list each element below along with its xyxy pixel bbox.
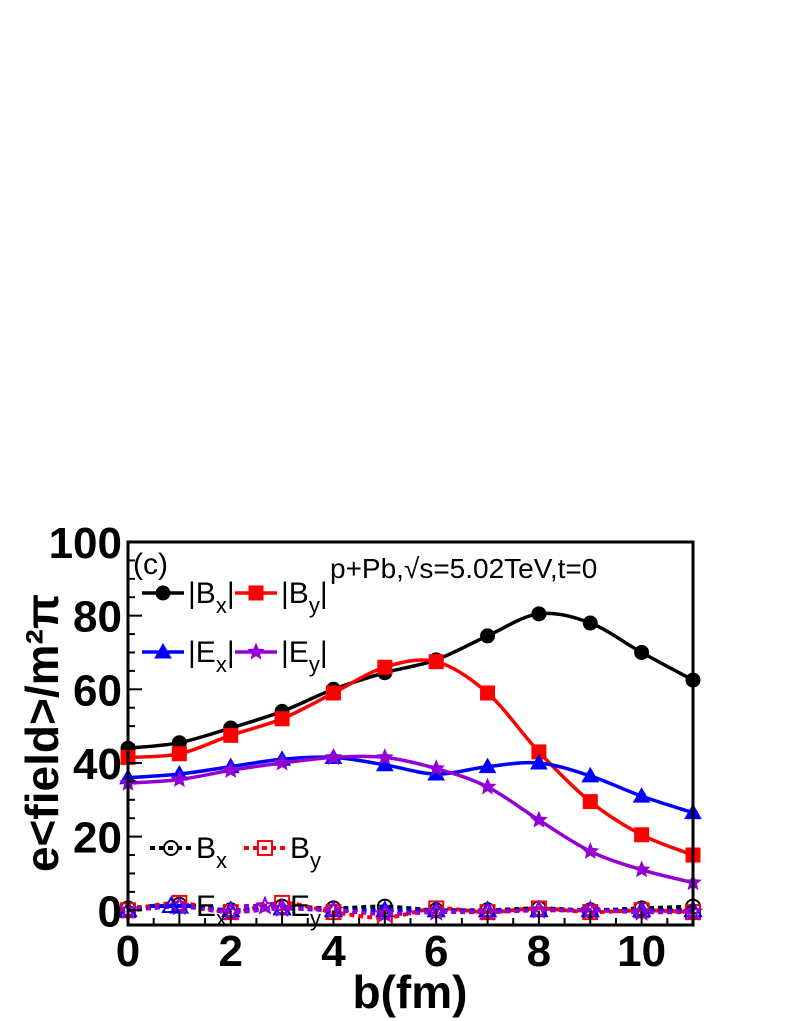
legend-marker [155,585,171,601]
ticks-layer [127,541,694,925]
point-by-abs [480,685,496,701]
x-tick-label: 2 [218,927,242,976]
y-axis-title: e<field>/m²π [16,594,68,872]
point-by-abs [428,654,444,670]
point-ex-abs [478,757,497,774]
y-tick-label: 0 [98,887,122,936]
legend-item-bx-dashed: Bx [150,832,227,873]
point-ex-abs [530,753,548,770]
point-ey-abs [632,860,651,878]
series-line-ey-dashed [127,904,694,917]
point-by-abs [582,794,598,810]
legend-label: |Ex| [188,636,235,677]
x-tick-label: 10 [617,927,666,976]
point-ex-abs [632,787,651,803]
legend-marker [254,895,276,915]
point-by-abs [377,659,393,675]
series-line-by-abs [127,658,694,857]
legend-item-ex-dashed: Ex [150,890,227,931]
x-tick-label: 0 [116,927,140,976]
series-bx-abs [120,606,701,756]
legend-marker [163,840,179,856]
point-by-abs [223,727,239,743]
point-ey-abs [221,760,240,778]
legend-label: |By| [281,577,328,618]
series-line-ex-abs [127,755,694,815]
point-bx-abs [480,628,496,644]
y-tick-label: 40 [73,740,122,789]
point-ex-abs [581,766,600,783]
point-by-abs [325,685,341,701]
legend-label: Bx [196,832,227,873]
legend-label: Ey [290,890,321,931]
legend-label: |Bx| [188,577,235,618]
series-layer [117,606,704,926]
series-line-ex-dashed [127,904,693,913]
x-tick-label: 6 [424,927,448,976]
legend-marker [248,585,264,601]
legend-item-ex-abs: |Ex| [142,636,235,677]
legend: |Bx| |By| |Ex| |Ey| Bx By Ex Ey [142,577,328,931]
point-by-abs [171,746,187,762]
legend-marker [257,840,273,856]
point-ey-abs [427,759,446,777]
legend-item-ey-dashed: Ey [244,890,321,931]
point-by-abs [274,711,290,727]
y-tick-label: 20 [73,814,122,863]
annotation-text: p+Pb,√s=5.02TeV,t=0 [330,553,597,584]
point-bx-abs [634,644,650,660]
legend-label: By [290,832,321,873]
point-ey-abs [530,810,548,828]
legend-marker [161,895,181,913]
legend-item-by-abs: |By| [235,577,328,618]
legend-marker [154,642,172,659]
point-ey-abs [478,777,497,795]
legend-item-by-dashed: By [244,832,321,873]
x-axis-title: b(fm) [353,966,468,1018]
series-ex-abs [119,748,702,820]
x-tick-label: 8 [527,927,551,976]
legend-item-bx-abs: |Bx| [142,577,235,618]
point-bx-abs [531,606,547,622]
point-ey-abs [273,753,291,771]
point-bx-abs [582,615,598,631]
y-axis-title-text: e<field>/m²π [16,594,68,872]
panel-label: (c) [133,548,168,581]
annotation: p+Pb,√s=5.02TeV,t=0 [330,553,597,584]
point-ey-abs [581,841,600,859]
point-ey-abs [170,770,189,788]
y-tick-label: 100 [49,519,122,568]
series-by-abs [120,654,701,863]
series-ey-abs [119,748,702,891]
x-tick-label: 4 [321,927,346,976]
y-tick-label: 80 [73,593,122,642]
y-tick-label: 60 [73,666,122,715]
point-by-abs [634,827,650,843]
series-line-bx-abs [127,611,694,750]
legend-label: |Ey| [281,636,328,677]
point-ey-abs [324,748,343,765]
legend-item-ey-abs: |Ey| [235,636,328,677]
legend-marker [247,642,265,660]
point-ey-abs [375,748,394,765]
legend-label: Ex [196,890,227,931]
